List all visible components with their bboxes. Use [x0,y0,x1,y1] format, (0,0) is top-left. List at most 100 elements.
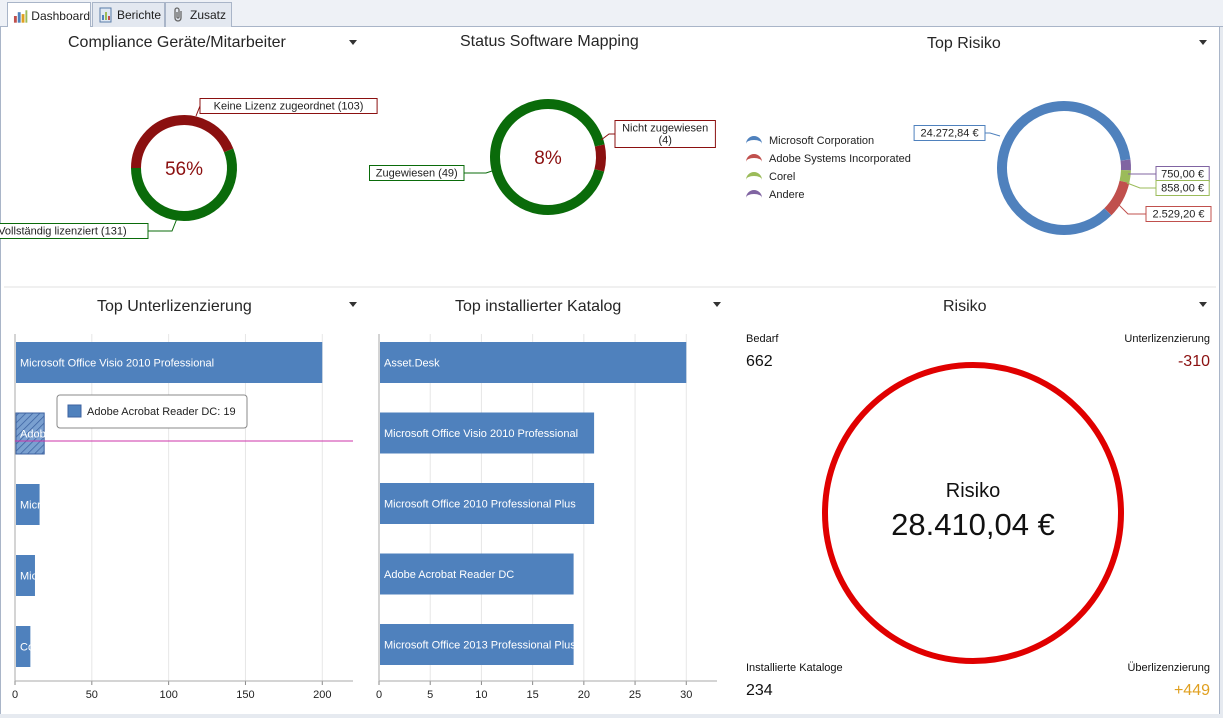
top-risiko-label-andere-text: 750,00 € [1161,169,1204,181]
compliance-label-green-text: Vollständig lizenziert (131) [0,226,127,238]
paperclip-icon [174,7,182,22]
installierte-kataloge-value: 234 [746,682,773,699]
compliance-dropdown-icon[interactable] [349,40,357,45]
tooltip-text: Adobe Acrobat Reader DC: 19 [87,406,236,418]
unterlizenzierung-bar-3 [16,555,35,596]
risiko-circle-value: 28.410,04 € [891,507,1055,542]
unterlizenzierung-bar-1 [15,412,45,455]
tab-zusatz[interactable]: Zusatz [165,2,232,27]
tab-dashboard[interactable]: Dashboard [7,2,91,28]
katalog-bar-3 [380,553,574,595]
top-risiko-slice-1 [1119,169,1131,183]
top-katalog-dropdown-icon[interactable] [713,302,721,307]
compliance-slice-0 [131,115,234,169]
tooltip-swatch [67,404,82,418]
unterlizenzierung-tick-label-3: 150 [236,689,254,701]
status-mapping-center-text: 8% [534,148,562,169]
legend-swatch-andere [746,190,762,200]
scrollbar-track [1220,27,1223,718]
compliance-label-red-text: Keine Lizenz zugeordnet (103) [214,101,364,113]
top-risiko-leader-blue [985,132,1001,137]
bottom-border [0,714,1223,718]
top-risiko-label-andere: 750,00 € [1155,166,1210,182]
katalog-bar-2 [380,483,595,524]
tab-zusatz-label: Zusatz [190,8,227,22]
compliance-label-red: Keine Lizenz zugeordnet (103) [199,98,378,114]
legend-corel: Corel [769,171,796,183]
status-mapping-label-green: Zugewiesen (49) [369,165,465,181]
unterlizenzierung-bar-0 [16,342,323,383]
katalog-bar-label-2: Microsoft Office 2010 Professional Plus [384,499,576,511]
top-unterlizenzierung-dropdown-icon[interactable] [349,302,357,307]
top-unterlizenzierung-title: Top Unterlizenzierung [97,298,252,315]
compliance-slice-1 [131,148,237,221]
unterlizenzierung-bar-4 [16,626,31,667]
katalog-tick-label-1: 5 [427,689,433,701]
unterlizenzierung-bar-label-0: Microsoft Office Visio 2010 Professional [20,358,214,370]
tooltip-box [56,394,248,429]
status-mapping-label-red: Nicht zugewiesen(4) [614,120,716,148]
top-risiko-title: Top Risiko [927,35,1001,52]
unterlizenzierung-tick-label-1: 50 [86,689,98,701]
status-mapping-label-green-text: Zugewiesen (49) [376,168,458,180]
unterlizenzierung-label: Unterlizenzierung [1124,333,1210,345]
top-risiko-leader-red [1116,202,1146,215]
status-mapping-label-red-box [614,120,716,148]
katalog-bar-label-0: Asset.Desk [384,358,440,370]
unterlizenzierung-tick-label-2: 100 [159,689,177,701]
chart-tooltip: Adobe Acrobat Reader DC: 19 [56,394,248,429]
legend-swatch-adobe [746,154,762,164]
unterlizenzierung-bar-label-3: Mic [20,571,38,583]
unterlizenzierung-bar-label-4: Co [20,642,34,654]
tab-bar: Dashboard Berichte Zusatz [0,0,1223,28]
status-mapping-label-green-box [369,165,465,181]
katalog-tick-label-2: 10 [475,689,487,701]
katalog-tick-label-5: 25 [629,689,641,701]
risiko-circle-label: Risiko [946,480,1000,502]
katalog-tick-label-4: 20 [578,689,590,701]
top-risiko-label-corel-text: 858,00 € [1161,183,1204,195]
top-risiko-label-adobe: 2.529,20 € [1145,206,1212,222]
compliance-center-text: 56% [165,159,203,180]
top-risiko-slice-3 [997,101,1131,235]
top-risiko-label-microsoft-text: 24.272,84 € [920,128,978,140]
unterlizenzierung-bar-2 [16,484,40,525]
compliance-title: Compliance Geräte/Mitarbeiter [68,34,286,51]
top-risiko-dropdown-icon[interactable] [1199,40,1207,45]
unterlizenzierung-value: -310 [1177,353,1210,370]
unterlizenzierung-bar-label-2: Micro [20,500,47,512]
risiko-title: Risiko [943,298,987,315]
unterlizenzierung-tick-label-4: 200 [313,689,331,701]
katalog-bar-1 [380,412,595,454]
katalog-tick-label-3: 15 [527,689,539,701]
top-risiko-label-adobe-box [1145,206,1212,222]
katalog-tick-label-6: 30 [680,689,692,701]
bedarf-label: Bedarf [746,333,779,345]
top-risiko-label-microsoft: 24.272,84 € [913,125,986,141]
top-risiko-slice-0 [1120,159,1131,171]
legend-swatch-corel [746,172,762,182]
installierte-kataloge-label: Installierte Kataloge [746,662,843,674]
chart-icon [13,9,28,23]
report-icon [99,7,112,23]
top-katalog-title: Top installierter Katalog [455,298,622,315]
risiko-dropdown-icon[interactable] [1199,302,1207,307]
legend-andere: Andere [769,189,805,201]
status-mapping-label-red-text: Nicht zugewiesen [622,123,708,135]
legend-swatch-microsoft [746,136,762,146]
compliance-leader-green [148,215,179,232]
status-mapping-slice-1 [490,99,605,215]
status-mapping-title: Status Software Mapping [460,33,639,50]
katalog-bar-0 [380,342,687,383]
bedarf-value: 662 [746,353,773,370]
risiko-ring [822,362,1124,664]
compliance-label-green: Vollständig lizenziert (131) [0,223,149,239]
katalog-bar-label-1: Microsoft Office Visio 2010 Professional [384,428,578,440]
status-mapping-leader-red [600,133,615,141]
legend-microsoft: Microsoft Corporation [769,135,875,147]
ueberlizenzierung-label: Überlizenzierung [1127,662,1210,674]
top-risiko-label-adobe-text: 2.529,20 € [1153,209,1205,221]
tab-berichte-label: Berichte [117,8,162,22]
tab-berichte[interactable]: Berichte [92,2,165,27]
